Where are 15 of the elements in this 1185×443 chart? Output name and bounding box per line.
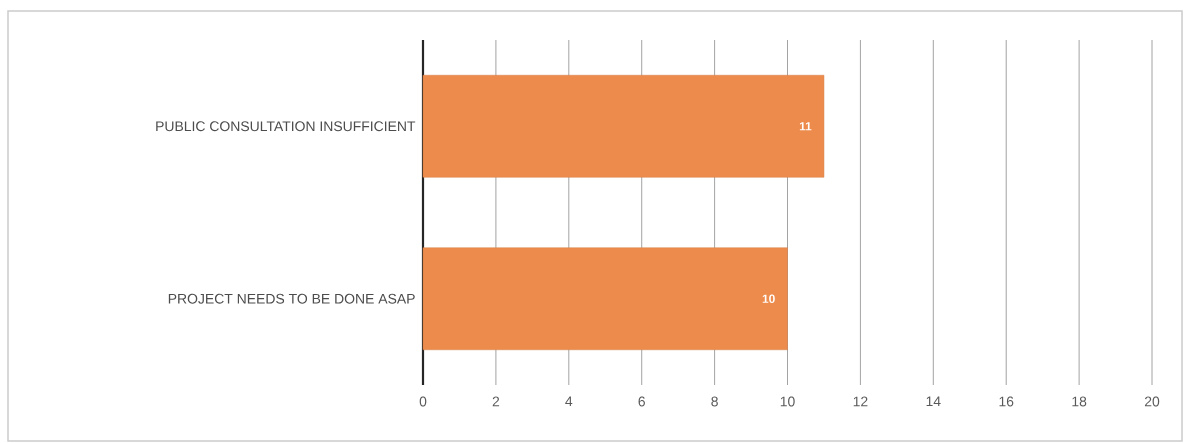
y-tick-label: PROJECT NEEDS TO BE DONE ASAP (168, 293, 415, 304)
x-tick-label: 8 (711, 396, 718, 407)
data-label: 10 (762, 294, 775, 303)
x-tick-label: 0 (419, 396, 427, 407)
x-tick-label: 6 (638, 396, 645, 407)
x-tick-label: 2 (492, 396, 500, 407)
x-tick-label: 16 (999, 396, 1014, 407)
data-label: 11 (799, 122, 812, 131)
x-tick-label: 4 (565, 396, 573, 407)
x-tick-label: 12 (853, 396, 868, 407)
x-tick-label: 20 (1144, 396, 1160, 407)
x-tick-label: 10 (780, 396, 795, 407)
y-tick-label: PUBLIC CONSULTATION INSUFFICIENT (156, 121, 416, 132)
x-tick-label: 14 (926, 396, 941, 407)
x-tick-label: 18 (1072, 396, 1087, 407)
